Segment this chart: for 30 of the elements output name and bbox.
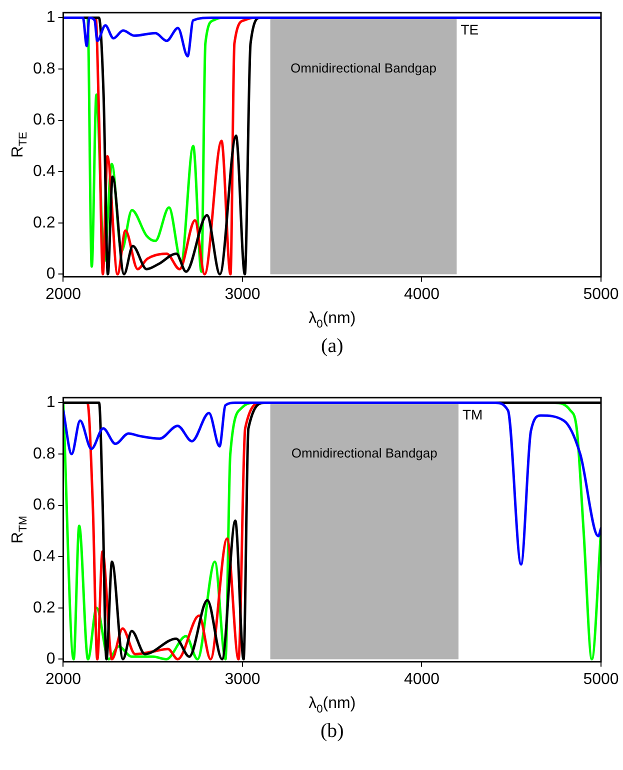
text: (a) [321, 335, 344, 358]
x-tick-label: 5000 [583, 670, 619, 688]
y-tick-label: 0.2 [32, 599, 56, 616]
y-tick-label: 1 [46, 394, 56, 412]
y-tick-label: 0.6 [32, 496, 56, 514]
line-series [63, 16, 601, 58]
y-tick-label: 0.2 [32, 214, 56, 232]
y-tick-label: 1 [46, 9, 56, 26]
y-axis-title: RTE [9, 132, 30, 158]
annotation: TM [462, 406, 483, 422]
x-tick-label: 3000 [224, 286, 260, 303]
text: (b) [320, 720, 344, 742]
y-tick-label: 0.4 [32, 163, 56, 180]
annotation: TE [460, 21, 479, 38]
x-tick-label: 5000 [583, 286, 619, 303]
y-tick-label: 0 [46, 266, 56, 283]
y-tick-label: 0.8 [32, 445, 56, 462]
y-tick-label: 0 [46, 650, 56, 668]
x-tick-label: 4000 [404, 670, 440, 688]
y-tick-label: 0.4 [32, 548, 56, 566]
x-tick-label: 3000 [224, 670, 260, 688]
band-label: Omnidirectional Bandgap [290, 60, 436, 76]
y-tick-label: 0.6 [32, 112, 56, 129]
x-tick-label: 4000 [404, 286, 440, 303]
x-tick-label: 2000 [45, 670, 82, 688]
y-tick-label: 0.8 [32, 60, 56, 78]
line-series [63, 401, 601, 566]
y-axis-title: RTM [9, 516, 30, 544]
band-label: Omnidirectional Bandgap [291, 446, 438, 461]
x-tick-label: 2000 [45, 286, 82, 303]
